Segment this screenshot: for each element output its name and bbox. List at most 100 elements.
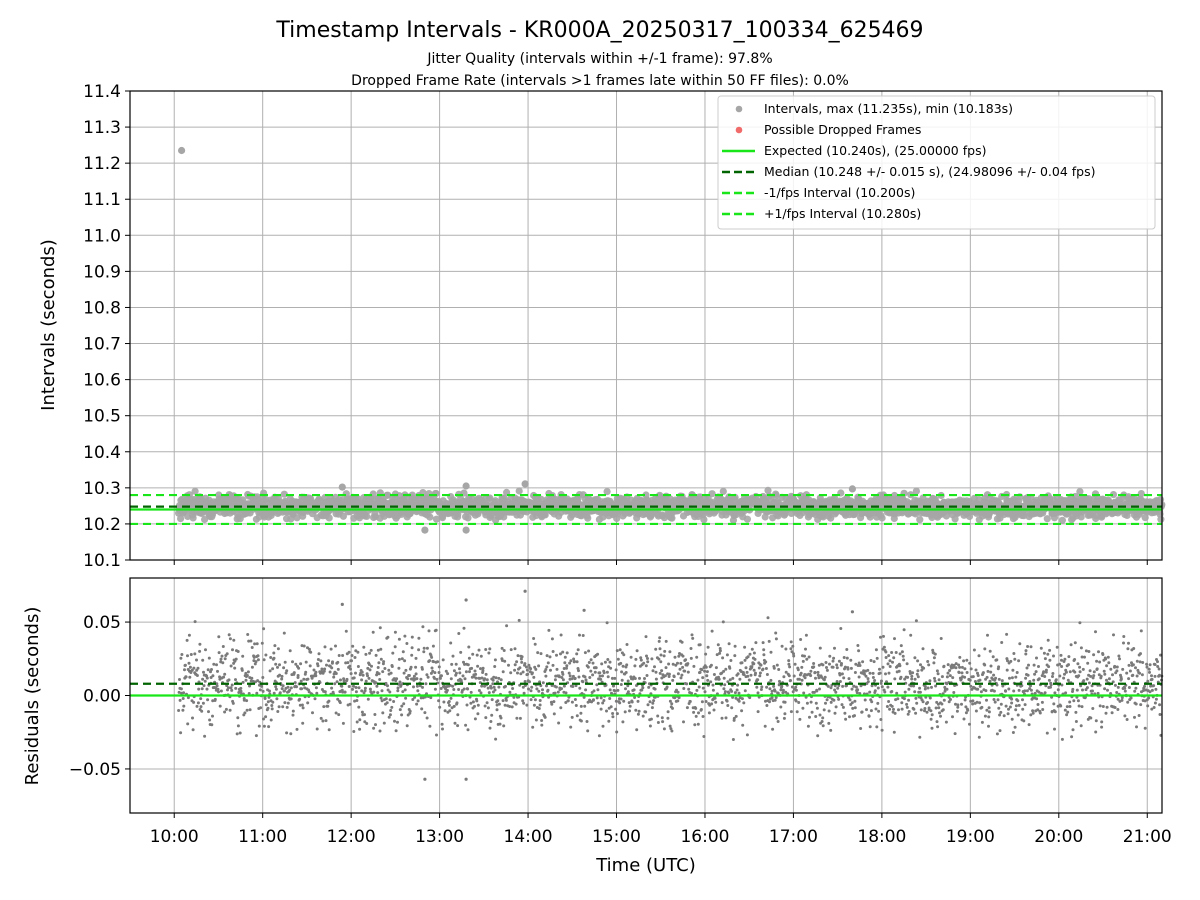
residual-point: [803, 654, 806, 658]
residual-point: [537, 664, 541, 668]
residual-point: [404, 696, 408, 700]
residual-point: [995, 732, 999, 736]
residual-point: [285, 731, 289, 735]
residual-point: [968, 678, 972, 682]
residual-point: [948, 669, 952, 672]
residual-point: [743, 689, 747, 693]
residual-point: [224, 707, 228, 711]
residual-point: [397, 666, 401, 670]
residual-point: [1017, 659, 1021, 663]
residual-point: [492, 685, 496, 689]
residual-point: [977, 735, 981, 739]
residual-point: [345, 677, 349, 681]
residual-point: [502, 649, 506, 652]
residual-point: [525, 703, 529, 707]
residual-point: [571, 685, 575, 688]
residual-point: [629, 655, 633, 659]
residual-point: [353, 656, 357, 659]
residual-point: [449, 641, 453, 645]
residual-point: [364, 679, 368, 683]
interval-point: [432, 515, 441, 523]
residual-point: [681, 665, 685, 669]
residual-point: [734, 714, 738, 718]
residual-point: [893, 637, 896, 641]
residual-point: [308, 664, 312, 668]
residual-point: [730, 706, 734, 710]
residual-point: [913, 677, 917, 681]
residual-point: [462, 626, 466, 630]
residual-point: [236, 716, 240, 720]
residual-point: [992, 673, 996, 677]
residual-point: [355, 699, 359, 702]
residual-point: [561, 650, 565, 654]
residual-point: [198, 649, 202, 653]
residual-point: [546, 661, 550, 665]
residual-point: [383, 667, 387, 670]
residual-point: [368, 668, 372, 672]
residual-point: [241, 654, 245, 658]
residual-point: [953, 732, 957, 736]
residual-point: [215, 684, 219, 688]
residual-point: [820, 720, 824, 723]
residual-point: [505, 624, 509, 628]
residual-point: [987, 715, 991, 719]
residual-point: [198, 642, 202, 646]
residual-point: [602, 671, 606, 675]
residual-point: [821, 663, 825, 667]
residual-point: [372, 726, 376, 730]
residual-point: [816, 670, 820, 674]
residual-point: [697, 685, 701, 689]
residual-point: [278, 663, 281, 667]
residual-point: [467, 645, 471, 649]
residual-point: [454, 671, 458, 675]
residual-point: [245, 708, 249, 712]
residual-point: [282, 666, 286, 670]
residual-point: [307, 647, 311, 651]
residual-point: [225, 652, 229, 656]
residual-point: [951, 715, 954, 719]
residual-point: [706, 678, 710, 682]
residual-point: [499, 678, 503, 682]
residual-point: [966, 708, 970, 712]
residual-point: [636, 712, 640, 716]
residual-point: [701, 686, 705, 690]
residual-point: [656, 721, 660, 724]
residual-point: [457, 688, 461, 691]
residual-point: [501, 670, 505, 674]
residual-point: [848, 698, 852, 702]
residual-point: [461, 674, 465, 678]
residual-point: [486, 706, 490, 710]
residual-point: [489, 720, 493, 723]
residual-point: [913, 690, 917, 694]
residual-point: [557, 721, 561, 725]
residual-point: [900, 650, 904, 654]
residual-point: [901, 654, 905, 658]
residual-point: [600, 662, 604, 666]
residual-point: [928, 696, 932, 700]
residual-point: [586, 665, 590, 669]
residual-point: [390, 705, 394, 709]
residual-point: [676, 699, 680, 703]
residual-point: [866, 677, 870, 681]
residual-point: [302, 677, 306, 681]
residual-point: [438, 705, 442, 709]
residual-point: [532, 637, 536, 640]
residual-point: [781, 691, 785, 695]
residual-point: [1018, 642, 1022, 646]
residual-point: [821, 716, 825, 720]
residual-point: [392, 700, 396, 703]
residual-point: [271, 667, 275, 671]
residual-point: [601, 674, 604, 678]
residual-point: [703, 669, 707, 673]
residual-point: [341, 721, 345, 725]
residual-point: [546, 688, 550, 692]
residual-point: [376, 666, 380, 669]
residual-point: [315, 691, 319, 695]
residual-point: [387, 668, 391, 672]
residual-point: [728, 666, 732, 670]
residual-point: [533, 698, 537, 702]
residual-point: [398, 708, 402, 712]
residual-point: [1002, 714, 1006, 718]
residual-point: [977, 654, 981, 658]
residual-point: [405, 642, 409, 645]
